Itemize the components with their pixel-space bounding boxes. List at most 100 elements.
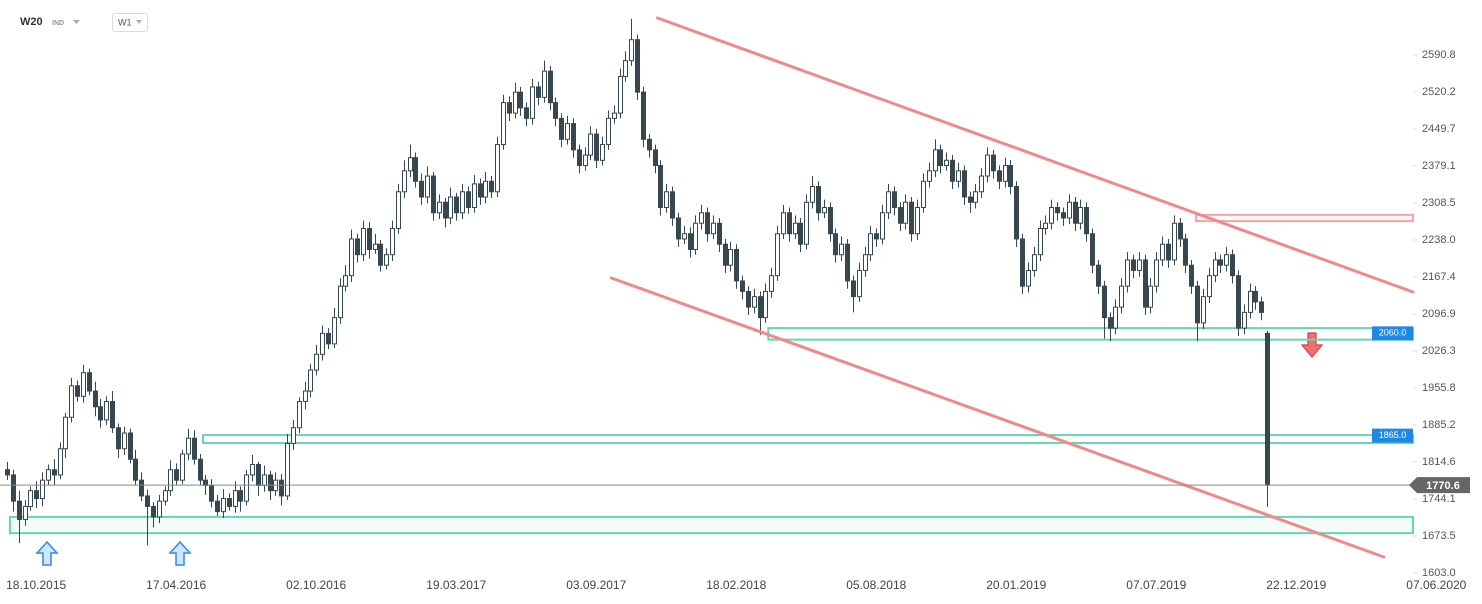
x-tick-label: 03.09.2017 <box>566 578 626 592</box>
candle-body <box>308 369 313 392</box>
candle-body <box>157 500 162 518</box>
candle-body <box>898 207 903 224</box>
candle-body <box>553 102 558 119</box>
candle-body <box>1195 285 1200 324</box>
interval-dropdown[interactable] <box>136 20 142 24</box>
candle-body <box>1131 259 1136 271</box>
candle-body <box>1102 285 1107 319</box>
candle-body <box>711 222 716 235</box>
candle-body <box>98 406 103 421</box>
candle-body <box>1137 259 1142 271</box>
symbol-dropdown[interactable] <box>73 20 80 24</box>
candle-body <box>256 463 261 486</box>
candle-body <box>145 495 150 507</box>
candle-body <box>297 401 302 429</box>
candle-body <box>851 280 856 298</box>
candle-body <box>1026 269 1031 287</box>
candle-body <box>664 191 669 209</box>
candle-body <box>705 212 710 235</box>
candle-body <box>1038 227 1043 256</box>
x-tick-label: 17.04.2016 <box>146 578 206 592</box>
candle-body <box>1178 222 1183 240</box>
candle-body <box>1213 259 1218 277</box>
interval-box[interactable] <box>112 13 148 32</box>
candle-body <box>343 275 348 287</box>
candle-body <box>233 490 238 507</box>
candle-body <box>454 196 459 214</box>
candle-body <box>443 201 448 219</box>
candle-body <box>606 117 611 146</box>
y-tick-label: 2026.3 <box>1422 345 1456 357</box>
candle-body <box>670 191 675 219</box>
candle-body <box>973 191 978 203</box>
y-tick-label: 2096.9 <box>1422 308 1456 320</box>
candle-body <box>291 427 296 444</box>
candle-body <box>635 39 640 93</box>
candle-body <box>752 296 757 308</box>
candle-body <box>46 469 51 481</box>
x-tick-label: 18.02.2018 <box>706 578 766 592</box>
candle-body <box>1189 264 1194 287</box>
candle-body <box>997 170 1002 182</box>
candle-body <box>1160 243 1165 261</box>
candle-body <box>1108 317 1113 329</box>
candle-body <box>968 196 973 203</box>
candle-body <box>122 432 127 450</box>
candle-body <box>1172 222 1177 261</box>
candle-body <box>1259 301 1264 313</box>
candle-body <box>845 243 850 282</box>
candle-body <box>279 479 284 497</box>
candle-body <box>699 212 704 224</box>
candle-body <box>168 469 173 492</box>
candle-body <box>1125 259 1130 287</box>
y-tick-label: 2308.5 <box>1422 197 1456 209</box>
candle-body <box>991 154 996 172</box>
y-tick-label: 1603.0 <box>1422 567 1456 579</box>
candle-body <box>647 138 652 151</box>
y-tick-label: 1744.1 <box>1422 493 1456 505</box>
candle-body <box>787 212 792 235</box>
candle-body <box>384 254 389 266</box>
candle-body <box>1008 165 1013 188</box>
candle-body <box>1143 259 1148 308</box>
candle-body <box>489 180 494 193</box>
candle-body <box>1236 275 1241 329</box>
candle-body <box>244 474 249 502</box>
interval[interactable]: W1 <box>118 17 132 27</box>
candle-body <box>618 75 623 114</box>
candle-body <box>1230 254 1235 277</box>
y-tick-label: 1673.5 <box>1422 530 1456 542</box>
candle-body <box>133 458 138 481</box>
candle-body <box>34 490 39 500</box>
candle-body <box>1073 201 1078 224</box>
candle-body <box>682 233 687 240</box>
last-price-label: 1770.6 <box>1426 480 1460 492</box>
candle-body <box>950 159 955 182</box>
candle-body <box>128 432 133 460</box>
candle-body <box>174 469 179 481</box>
candle-body <box>868 233 873 256</box>
candle-body <box>93 390 98 408</box>
candle-body <box>332 317 337 345</box>
candle-body <box>623 60 628 77</box>
candle-body <box>139 479 144 497</box>
candle-body <box>1003 165 1008 182</box>
candle-body <box>431 175 436 214</box>
candle-body <box>186 437 191 455</box>
x-tick-label: 20.01.2019 <box>986 578 1046 592</box>
candle-body <box>536 86 541 98</box>
candle-body <box>1154 259 1159 287</box>
y-tick-label: 2590.8 <box>1422 49 1456 61</box>
symbol[interactable]: W20 <box>20 16 43 28</box>
candle-body <box>355 238 360 256</box>
candle-body <box>676 217 681 240</box>
candle-body <box>588 133 593 156</box>
candle-body <box>180 453 185 481</box>
x-tick-label: 02.10.2016 <box>286 578 346 592</box>
candle-body <box>828 207 833 235</box>
candle-body <box>262 474 267 486</box>
candle-body <box>909 201 914 235</box>
y-tick-label: 1814.6 <box>1422 456 1456 468</box>
candle-body <box>1242 311 1247 329</box>
